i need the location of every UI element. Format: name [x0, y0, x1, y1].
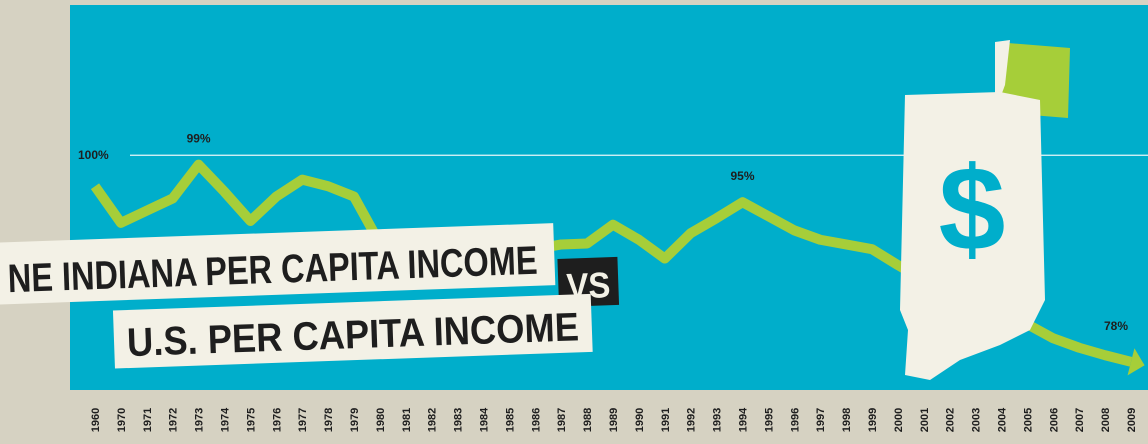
x-tick-label: 1997	[815, 408, 827, 432]
x-tick-label: 1975	[245, 408, 257, 432]
x-tick-label: 2000	[893, 408, 905, 432]
x-tick-label: 2005	[1022, 408, 1034, 432]
title-box	[0, 223, 556, 305]
x-tick-label: 1973	[194, 408, 206, 432]
x-tick-label: 2004	[997, 407, 1009, 432]
x-tick-label: 1982	[427, 408, 439, 432]
x-tick-label: 1974	[220, 407, 232, 432]
dollar-icon: $	[939, 142, 1006, 276]
x-tick-label: 2003	[971, 408, 983, 432]
arrow-head	[1127, 348, 1145, 376]
state-edge	[995, 40, 1010, 112]
x-tick-label: 2006	[1048, 408, 1060, 432]
x-tick-label: 1993	[712, 408, 724, 432]
value-label: 95%	[730, 169, 754, 183]
x-tick-label: 1990	[634, 408, 646, 432]
x-tick-label: 1999	[867, 408, 879, 432]
x-tick-label: 2009	[1126, 408, 1138, 432]
reference-label: 100%	[78, 148, 109, 162]
value-label: 78%	[1104, 319, 1128, 333]
x-tick-label: 1998	[841, 408, 853, 432]
vs-box	[557, 256, 620, 307]
x-tick-label: 1981	[401, 408, 413, 432]
x-tick-label: 2007	[1074, 408, 1086, 432]
x-tick-label: 1977	[297, 408, 309, 432]
x-tick-label: 1960	[90, 408, 102, 432]
x-tick-label: 1991	[660, 408, 672, 432]
x-tick-label: 1987	[556, 408, 568, 432]
x-tick-label: 1996	[789, 408, 801, 432]
x-tick-label: 2008	[1100, 408, 1112, 432]
x-tick-label: 1988	[582, 408, 594, 432]
x-tick-label: 1971	[142, 408, 154, 432]
x-tick-label: 1992	[686, 408, 698, 432]
x-tick-label: 1979	[349, 408, 361, 432]
x-tick-label: 1972	[168, 408, 180, 432]
x-tick-label: 1976	[271, 408, 283, 432]
x-tick-label: 1970	[116, 408, 128, 432]
x-tick-label: 1980	[375, 408, 387, 432]
x-tick-label: 1995	[763, 408, 775, 432]
x-tick-label: 1984	[479, 407, 491, 432]
x-tick-label: 1985	[504, 408, 516, 432]
x-tick-label: 1989	[608, 408, 620, 432]
x-tick-label: 2001	[919, 408, 931, 432]
title-block: NE INDIANA PER CAPITA INCOME VS U.S. PER…	[0, 223, 620, 369]
value-label: 99%	[187, 132, 211, 146]
x-tick-label: 1986	[530, 408, 542, 432]
x-tick-label: 1983	[453, 408, 465, 432]
state-icon: $	[900, 40, 1070, 380]
x-tick-label: 2002	[945, 408, 957, 432]
x-tick-label: 1978	[323, 408, 335, 432]
x-tick-label: 1994	[738, 407, 750, 432]
indiana-shape	[900, 92, 1045, 380]
subtitle-box	[112, 293, 593, 369]
